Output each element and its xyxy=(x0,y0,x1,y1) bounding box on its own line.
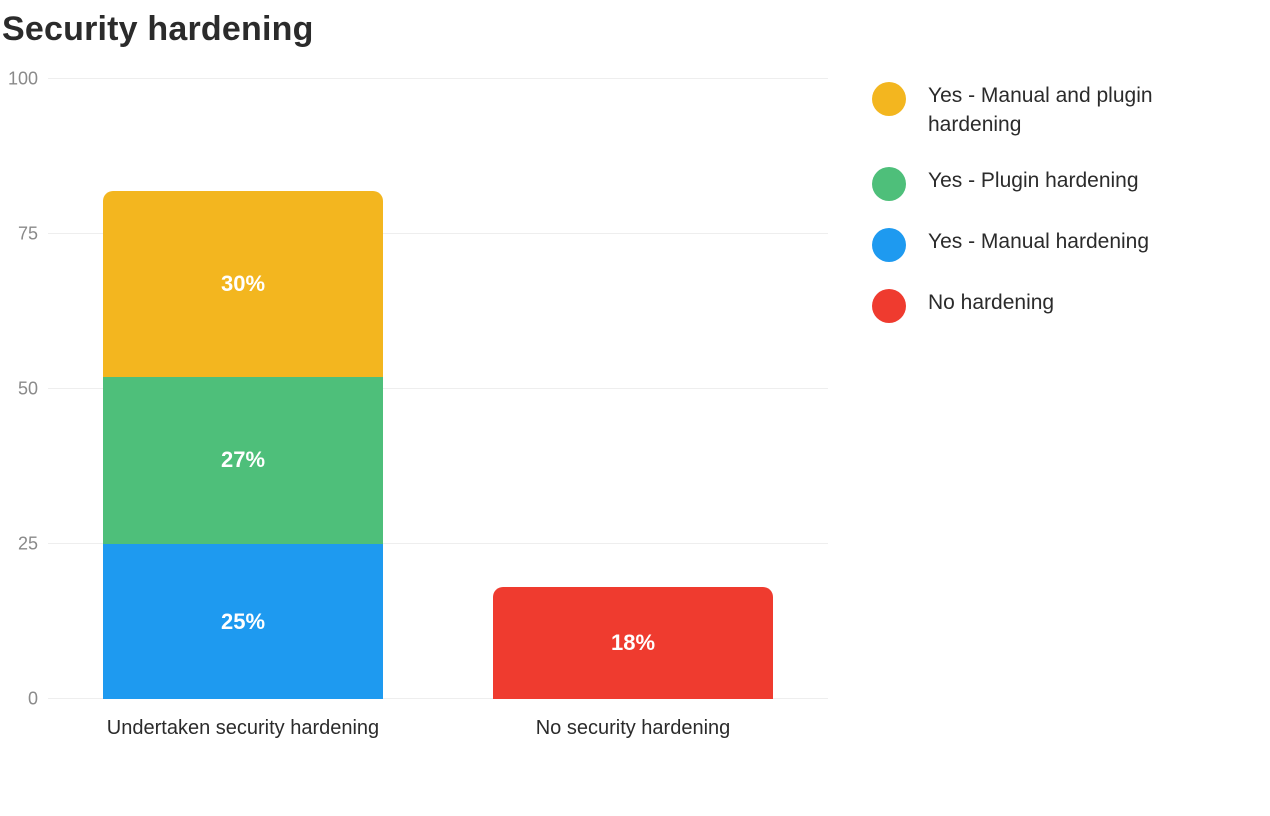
legend-swatch xyxy=(872,167,906,201)
y-tick-label: 50 xyxy=(18,379,38,400)
y-tick-label: 25 xyxy=(18,534,38,555)
x-axis-labels: Undertaken security hardeningNo security… xyxy=(48,715,828,742)
legend-label: No hardening xyxy=(928,288,1054,317)
legend-label: Yes - Plugin hardening xyxy=(928,166,1139,195)
bar-segment: 30% xyxy=(103,191,384,377)
y-tick-label: 100 xyxy=(8,69,38,90)
chart-container: Security hardening 0 25 50 75 100 25% 27% 30% 1… xyxy=(0,10,1270,816)
y-tick-label: 0 xyxy=(28,689,38,710)
legend-swatch xyxy=(872,228,906,262)
legend-label: Yes - Manual hardening xyxy=(928,227,1149,256)
chart-title: Security hardening xyxy=(2,10,1270,49)
legend-swatch xyxy=(872,82,906,116)
x-axis-label: Undertaken security hardening xyxy=(48,715,438,742)
legend-item: Yes - Manual hardening xyxy=(872,227,1228,262)
legend-item: No hardening xyxy=(872,288,1228,323)
bar-value-label: 18% xyxy=(611,630,655,656)
bar-value-label: 25% xyxy=(221,609,265,635)
bar-segment: 25% xyxy=(103,544,384,699)
legend-item: Yes - Plugin hardening xyxy=(872,166,1228,201)
plot-column: 25% 27% 30% 18% Undertaken security hardeni… xyxy=(48,79,828,742)
legend-swatch xyxy=(872,289,906,323)
bar: 25% 27% 30% xyxy=(103,191,384,699)
bar-segment: 18% xyxy=(493,587,774,699)
bar-segment: 27% xyxy=(103,377,384,544)
x-axis-label: No security hardening xyxy=(438,715,828,742)
bar-slot: 18% xyxy=(438,79,828,699)
plot-area: 25% 27% 30% 18% xyxy=(48,79,828,699)
bar-value-label: 30% xyxy=(221,271,265,297)
y-axis: 0255075100 xyxy=(0,79,48,699)
y-tick-label: 75 xyxy=(18,224,38,245)
legend-label: Yes - Manual and plugin hardening xyxy=(928,81,1228,140)
bar-slot: 25% 27% 30% xyxy=(48,79,438,699)
legend: Yes - Manual and plugin hardening Yes - P… xyxy=(872,81,1228,349)
chart: 0255075100 25%27%30%18% Undertaken secur… xyxy=(0,79,828,742)
bar-value-label: 27% xyxy=(221,447,265,473)
bar: 18% xyxy=(493,587,774,699)
legend-item: Yes - Manual and plugin hardening xyxy=(872,81,1228,140)
bars-row: 25% 27% 30% 18% xyxy=(48,79,828,699)
chart-zone: 0255075100 25%27%30%18% Undertaken secur… xyxy=(0,79,1270,742)
